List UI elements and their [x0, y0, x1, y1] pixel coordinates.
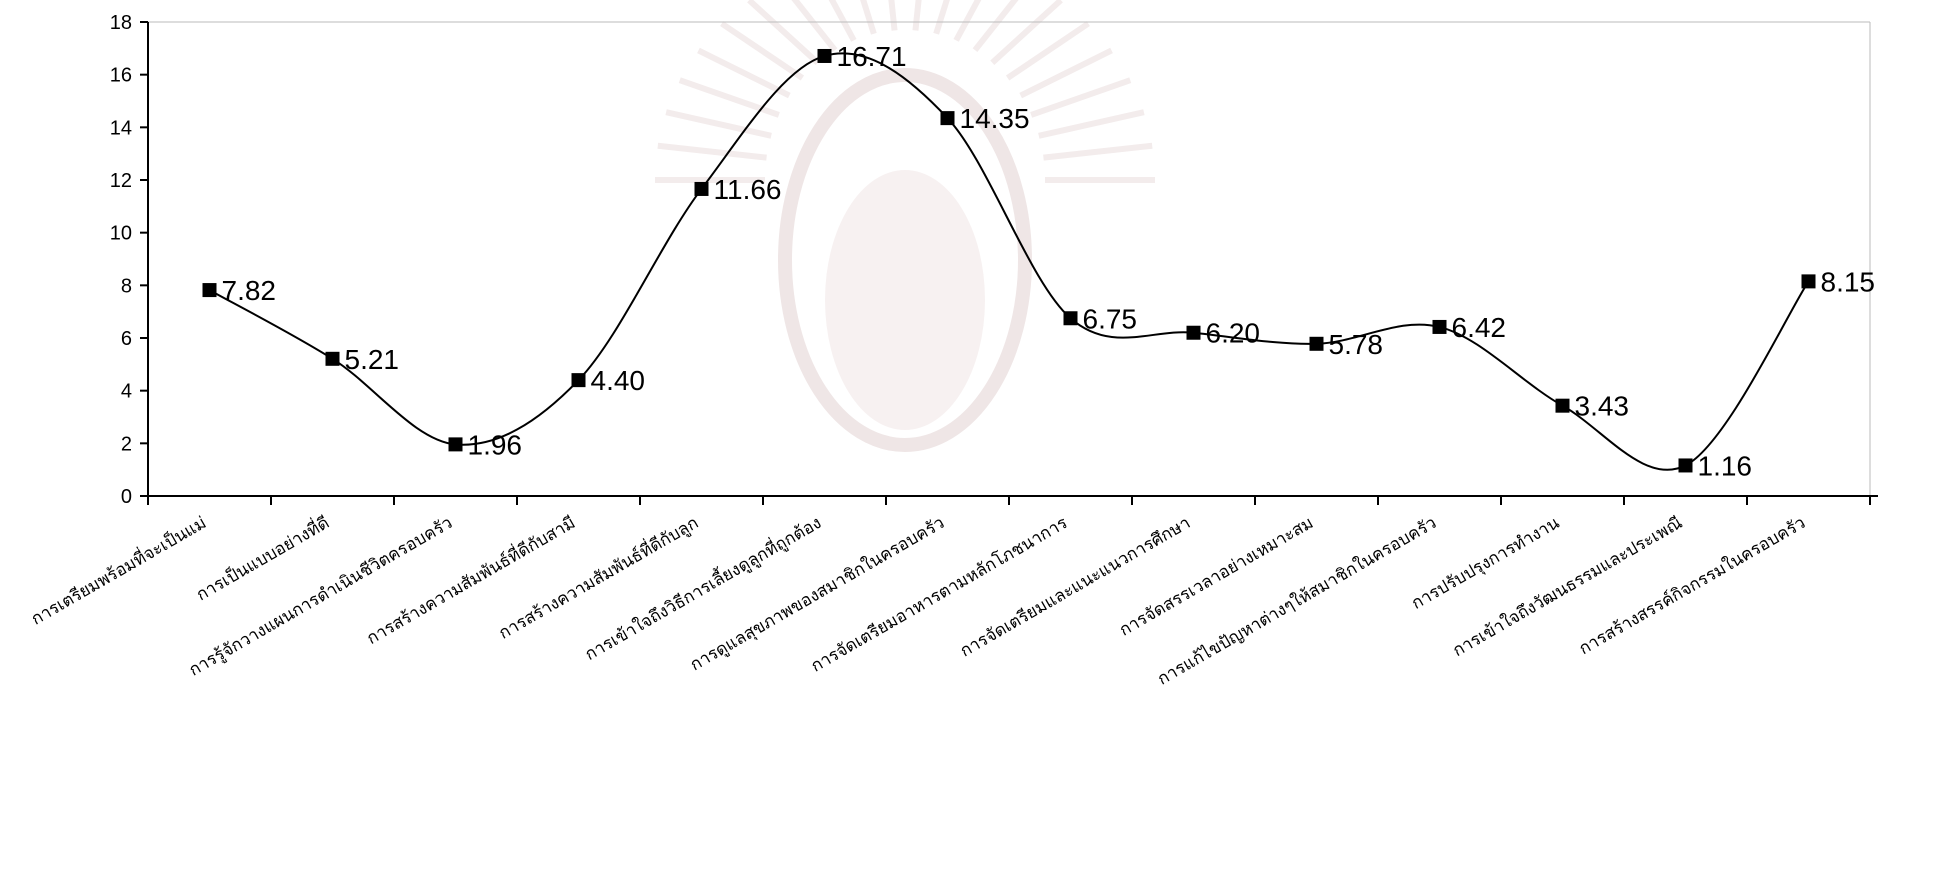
data-point: [1063, 311, 1078, 326]
data-point: [817, 48, 832, 63]
y-tick-label: 2: [121, 433, 132, 455]
data-point: [1309, 336, 1324, 351]
y-tick-label: 0: [121, 486, 132, 508]
y-tick-label: 16: [110, 65, 132, 87]
watermark-ray: [933, 0, 950, 35]
watermark-ray: [657, 142, 767, 161]
watermark-ray: [972, 0, 1019, 52]
y-tick-label: 10: [110, 223, 132, 245]
data-label: 1.96: [468, 429, 523, 460]
watermark-ray: [720, 21, 805, 81]
data-label: 7.82: [222, 275, 277, 306]
x-category-label: การจัดเตรียมอาหารตามหลักโภชนาการ: [807, 512, 1071, 676]
x-category-label: การสร้างความสัมพันธ์ที่ดีกับสามี: [362, 510, 579, 649]
data-point: [1678, 458, 1693, 473]
y-tick-label: 12: [110, 170, 132, 192]
data-point: [1555, 398, 1570, 413]
x-category-label: การเตรียมพร้อมที่จะเป็นแม่: [27, 510, 210, 629]
watermark-ray: [1030, 77, 1132, 118]
data-label: 11.66: [714, 174, 782, 205]
watermark-ray: [665, 109, 772, 139]
x-category-label: การจัดสรรเวลาอย่างเหมาะสม: [1116, 513, 1317, 641]
data-label: 14.35: [960, 103, 1030, 134]
watermark-ray: [828, 0, 857, 42]
data-label: 1.16: [1698, 450, 1753, 481]
y-tick-label: 18: [110, 12, 132, 34]
data-label: 5.21: [345, 344, 400, 375]
data-point: [1432, 319, 1447, 334]
data-point: [571, 373, 586, 388]
watermark-ray: [953, 0, 982, 42]
x-category-label: การสร้างสรรค์กิจกรรมในครอบครัว: [1575, 512, 1809, 659]
watermark-ray: [1038, 109, 1145, 139]
data-label: 3.43: [1575, 391, 1630, 422]
x-axis: การเตรียมพร้อมที่จะเป็นแม่การเป็นแบบอย่า…: [27, 495, 1878, 690]
watermark-ray: [791, 0, 838, 52]
plot-area: [148, 21, 1871, 496]
y-tick-label: 8: [121, 275, 132, 297]
data-label: 4.40: [591, 365, 646, 396]
x-category-label: การดูแลสุขภาพของสมาชิกในครอบครัว: [686, 512, 948, 675]
data-label: 5.78: [1329, 329, 1384, 360]
data-point: [694, 181, 709, 196]
watermark-ray: [990, 0, 1063, 65]
y-axis: 0 2 4 6 8 10 12 14 16 18: [110, 12, 149, 508]
watermark-ray: [1005, 21, 1090, 81]
watermark-ray: [1019, 47, 1113, 99]
data-label: 8.15: [1821, 266, 1876, 297]
x-category-label: การเข้าใจถึงวิธีการเลี้ยงดูลูกที่ถูกต้อง: [580, 510, 825, 665]
data-label: 6.75: [1083, 303, 1138, 334]
data-labels: 7.82 5.21 1.96 4.40 11.66 16.71 14.35 6.75 6.20 5…: [222, 41, 1876, 481]
watermark-ray: [697, 47, 791, 99]
watermark-ray: [888, 0, 898, 31]
data-point: [1801, 274, 1816, 289]
data-point: [325, 351, 340, 366]
data-point: [940, 111, 955, 126]
x-category-label: การสร้างความสัมพันธ์ที่ดีกับลูก: [494, 510, 702, 643]
watermark-seal: [655, 0, 1155, 452]
data-label: 6.42: [1452, 312, 1507, 343]
data-point: [448, 437, 463, 452]
y-tick-label: 6: [121, 328, 132, 350]
watermark-ring: [778, 68, 1032, 452]
data-label: 16.71: [837, 41, 907, 72]
watermark-ray: [912, 0, 922, 31]
x-category-label: การรู้จักวางแผนการดำเนินชีวิตครอบครัว: [186, 513, 456, 681]
series-markers: [202, 48, 1816, 473]
x-category-label: การเข้าใจถึงวัฒนธรรมและประเพณี: [1449, 512, 1686, 661]
watermark-ray: [747, 0, 820, 65]
data-point: [202, 283, 217, 298]
watermark-ray: [1043, 142, 1153, 161]
x-category-label: การจัดเตรียมและแนะแนวการศึกษา: [957, 513, 1194, 661]
data-point: [1186, 325, 1201, 340]
watermark-ray: [860, 0, 877, 35]
y-tick-label: 14: [110, 117, 132, 139]
y-tick-label: 4: [121, 381, 132, 403]
data-label: 6.20: [1206, 318, 1261, 349]
watermark-body: [825, 170, 985, 430]
